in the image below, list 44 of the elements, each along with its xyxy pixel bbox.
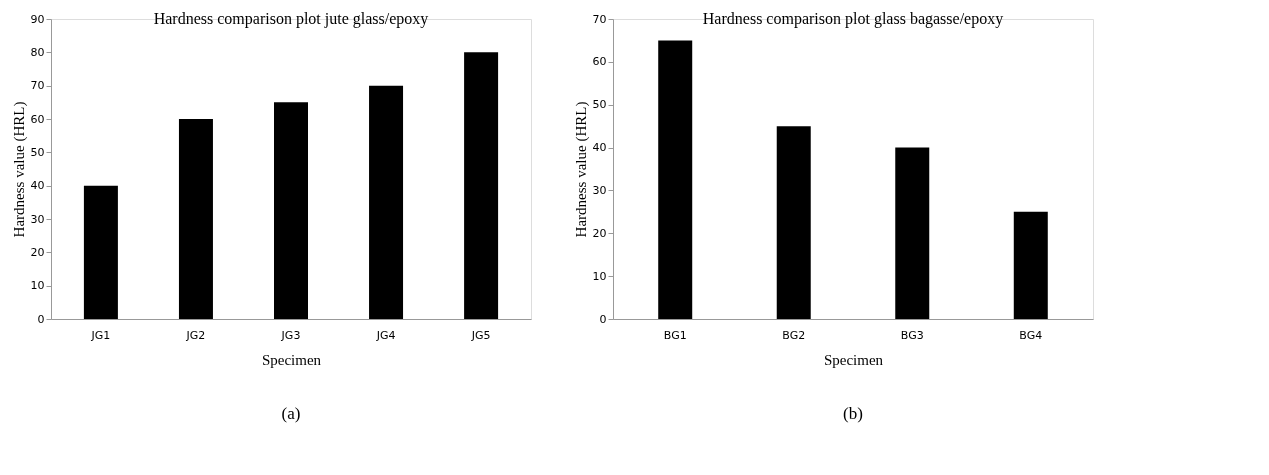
bar [464, 52, 499, 319]
chart-title: Hardness comparison plot jute glass/epoxy [153, 10, 429, 28]
y-tick-label: 20 [592, 226, 607, 240]
y-tick-label: 10 [592, 269, 607, 283]
x-tick-label: JG2 [185, 328, 206, 342]
x-axis-title: Specimen [261, 351, 322, 368]
y-tick-label: 40 [30, 179, 45, 193]
x-tick-label: JG4 [375, 328, 396, 342]
y-tick-label: 50 [30, 145, 45, 159]
y-tick-label: 50 [592, 98, 607, 112]
y-tick-label: 60 [592, 55, 607, 69]
x-tick-label: BG2 [782, 328, 806, 342]
bar [369, 85, 404, 319]
y-tick-label: 0 [37, 312, 45, 326]
y-tick-label: 70 [30, 79, 45, 93]
y-tick-label: 90 [30, 12, 45, 26]
x-tick-label: JG5 [470, 328, 491, 342]
text: (a) [281, 404, 301, 423]
y-tick-label: 80 [30, 45, 45, 59]
bar [1013, 211, 1048, 319]
x-tick-label: JG3 [280, 328, 301, 342]
bar [895, 147, 930, 319]
text: (b) [843, 404, 863, 423]
y-tick-label: 60 [30, 112, 45, 126]
x-tick-label: BG4 [1019, 328, 1043, 342]
y-tick-label: 0 [599, 312, 607, 326]
x-tick-label: BG3 [900, 328, 924, 342]
x-tick-label: JG1 [90, 328, 111, 342]
y-tick-label: 30 [592, 183, 607, 197]
y-tick-label: 40 [592, 141, 607, 155]
bar [776, 126, 811, 319]
y-tick-label: 20 [30, 245, 45, 259]
bar [83, 185, 118, 319]
y-axis-title: Hardness value (HRL) [572, 101, 590, 238]
y-tick-label: 30 [30, 212, 45, 226]
x-tick-label: BG1 [663, 328, 687, 342]
bar [658, 40, 693, 319]
y-tick-label: 10 [30, 279, 45, 293]
chart-title: Hardness comparison plot glass bagasse/epoxy [702, 10, 1004, 28]
x-axis-title: Specimen [823, 351, 884, 368]
y-axis-title: Hardness value (HRL) [10, 101, 28, 238]
y-tick-label: 70 [592, 12, 607, 26]
bar [274, 102, 308, 319]
bar [178, 119, 213, 319]
